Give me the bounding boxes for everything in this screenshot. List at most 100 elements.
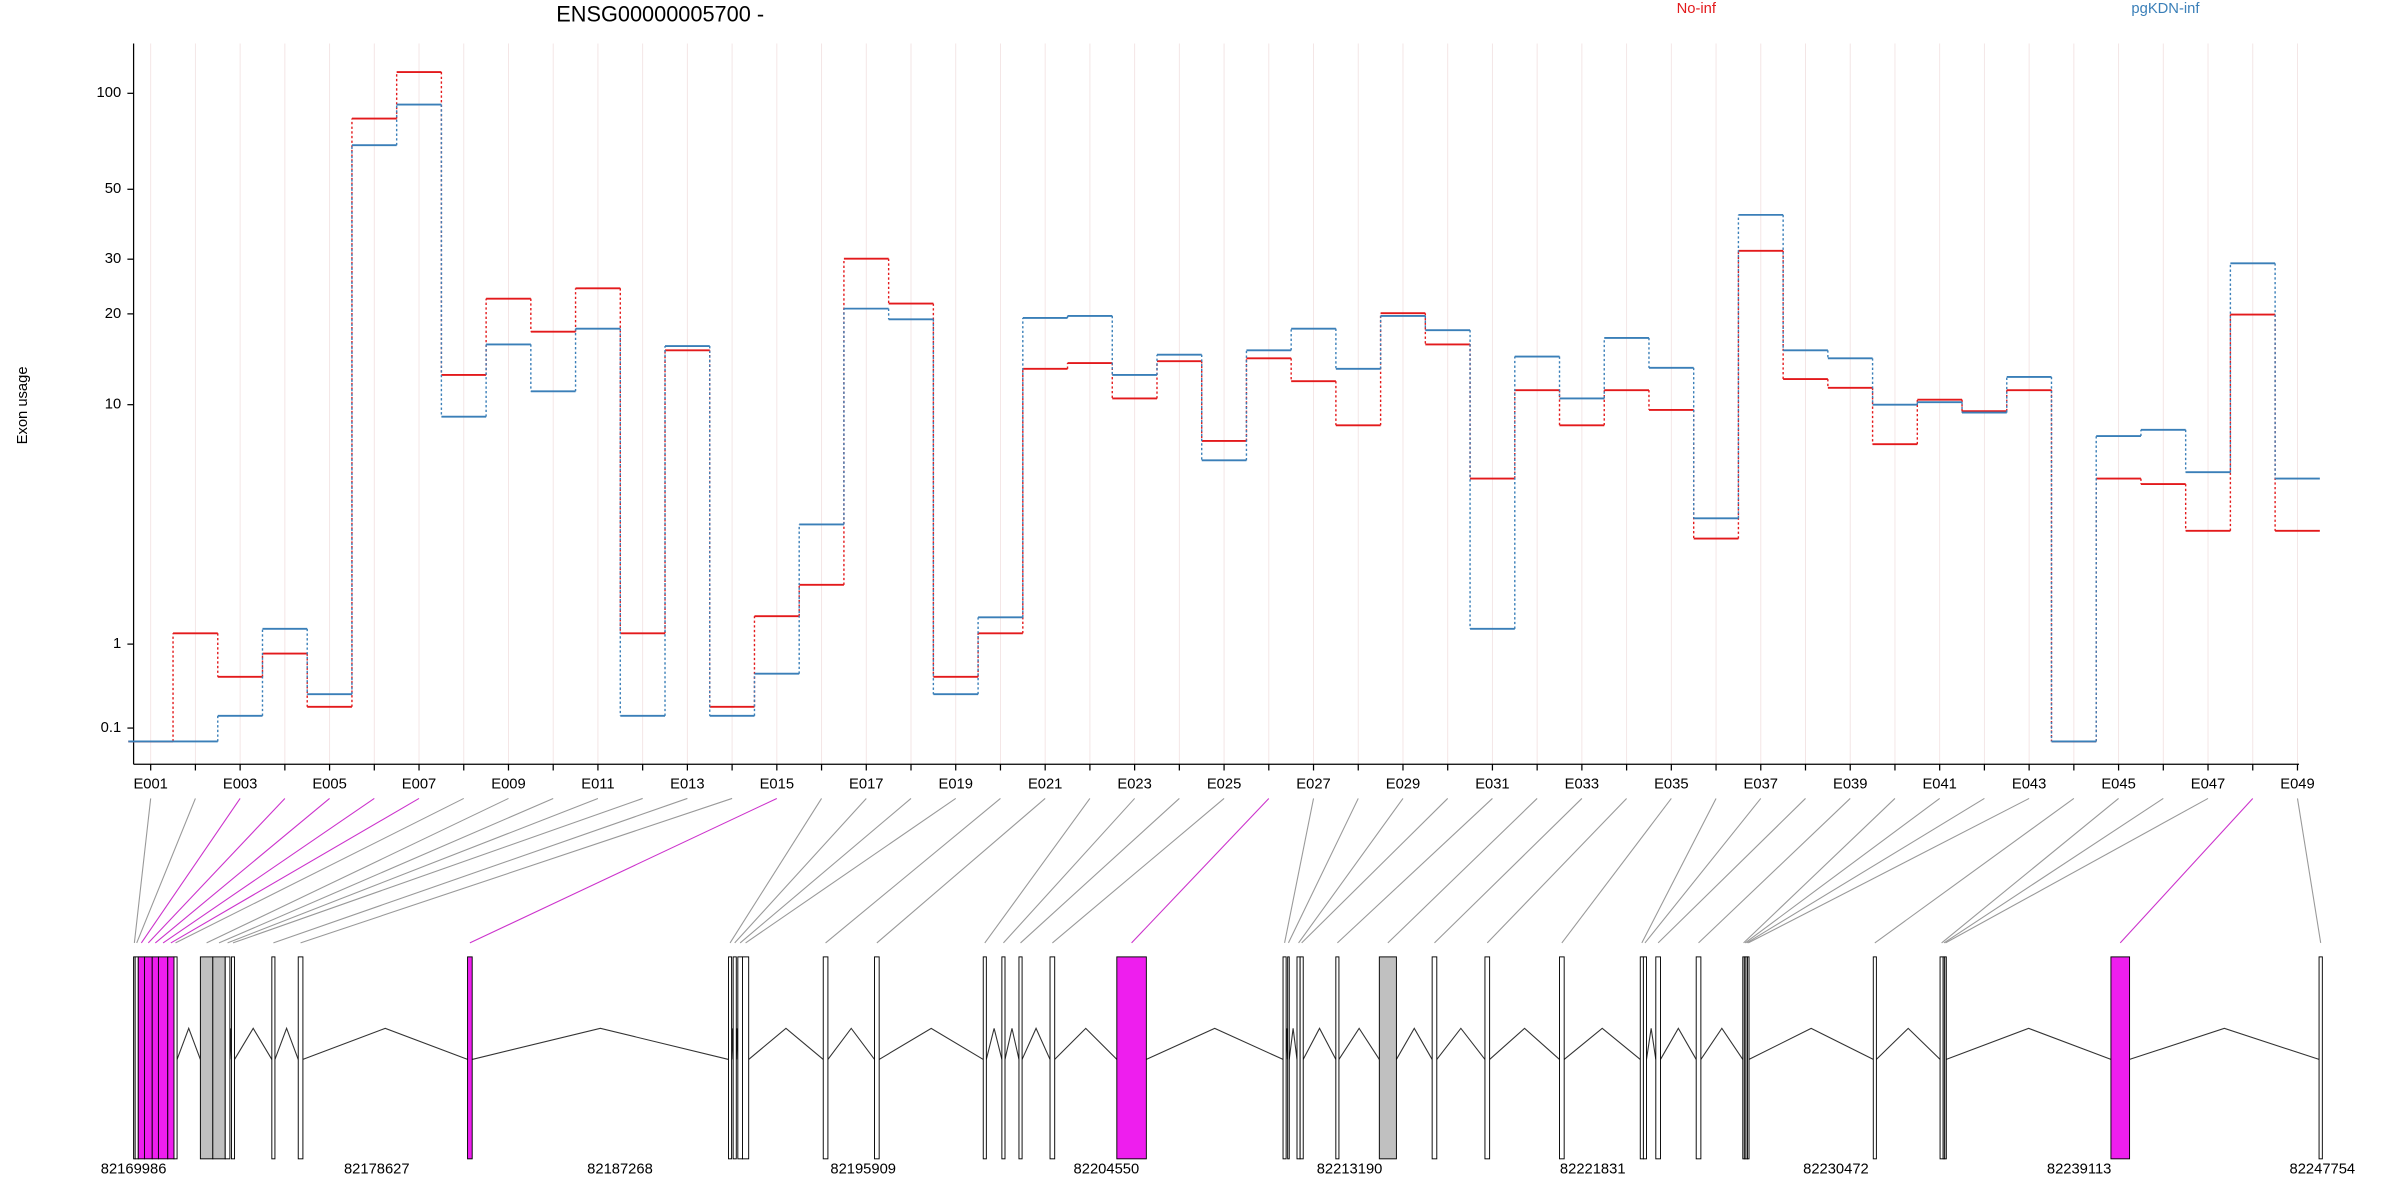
exon (199, 956, 214, 1160)
intron (1302, 1027, 1337, 1060)
y-tick-label: 100 (97, 85, 122, 101)
intron (1021, 1027, 1051, 1060)
exon (1944, 956, 1947, 1160)
x-tick-label: E019 (939, 776, 973, 792)
genomic-tick-label: 82178627 (344, 1162, 410, 1178)
genomic-tick-label: 82195909 (830, 1162, 896, 1178)
exon-connector (1301, 798, 1449, 944)
exon (982, 956, 987, 1160)
intron (274, 1026, 299, 1060)
exon (1655, 956, 1661, 1160)
exon (157, 956, 169, 1160)
exon-connector (1941, 798, 2119, 944)
y-tick-label: 1 (113, 636, 121, 652)
exon-connector (1746, 797, 1985, 944)
intron (2129, 1027, 2320, 1060)
intron (985, 1028, 1003, 1060)
exon (742, 956, 750, 1160)
x-tick-label: E049 (2280, 776, 2314, 792)
exon-connector (300, 797, 733, 944)
genomic-tick-label: 82213190 (1317, 1162, 1383, 1178)
exon-connector (1434, 798, 1583, 944)
exon (1872, 956, 1877, 1160)
y-tick-label: 10 (105, 397, 121, 413)
genomic-tick-label: 82169986 (101, 1162, 167, 1178)
exon-connector (1945, 797, 2209, 944)
x-tick-label: E029 (1386, 776, 1420, 792)
exon-connector (1743, 798, 1896, 944)
x-tick-label: E027 (1296, 776, 1330, 792)
exon (1484, 956, 1491, 1160)
legend-entry: No-inf (1677, 1, 1717, 17)
intron (1395, 1027, 1433, 1060)
exon (1049, 956, 1056, 1160)
exon-connector (170, 797, 420, 944)
exon-connector (218, 797, 554, 944)
x-tick-label: E021 (1028, 776, 1062, 792)
exon-connector (206, 797, 509, 944)
exon (137, 956, 145, 1160)
exon (224, 956, 231, 1160)
intron (1876, 1027, 1941, 1060)
exon (1335, 956, 1340, 1160)
intron (1489, 1027, 1560, 1060)
intron (1338, 1027, 1380, 1060)
exon (1746, 956, 1750, 1160)
exon-connector (147, 798, 286, 944)
x-tick-label: E039 (1833, 776, 1867, 792)
x-tick-label: E041 (1922, 776, 1956, 792)
exon-connector (175, 797, 464, 944)
exon (874, 956, 880, 1160)
exon-connector (1644, 798, 1762, 944)
exon-connector (1003, 798, 1136, 944)
legend-entry: pgKDN-inf (2131, 1, 2200, 17)
intron (176, 1026, 201, 1060)
genomic-tick-label: 82187268 (587, 1162, 653, 1178)
exon (1642, 956, 1647, 1160)
exon (1378, 956, 1397, 1160)
exon-connector (1641, 798, 1717, 944)
intron (1748, 1027, 1874, 1060)
exon (2110, 956, 2131, 1160)
exon-connector (1874, 798, 2075, 944)
x-tick-label: E011 (581, 776, 614, 792)
exon-connector (1747, 797, 2030, 944)
intron (472, 1027, 729, 1060)
exon (728, 956, 733, 1160)
intron (748, 1027, 824, 1060)
x-tick-label: E013 (670, 776, 704, 792)
genomic-tick-label: 82221831 (1560, 1162, 1626, 1178)
exon (143, 956, 153, 1160)
genomic-tick-label: 82230472 (1803, 1162, 1869, 1178)
exon-connector (232, 797, 643, 944)
exon (1018, 956, 1023, 1160)
exon (1116, 956, 1147, 1160)
exon (1639, 956, 1644, 1160)
x-tick-label: E017 (849, 776, 883, 792)
x-tick-label: E033 (1565, 776, 1599, 792)
exon (1287, 956, 1290, 1160)
intron (1054, 1027, 1118, 1060)
x-tick-label: E043 (2012, 776, 2046, 792)
exon (1431, 956, 1438, 1160)
x-tick-label: E047 (2191, 776, 2225, 792)
genomic-tick-label: 82239113 (2047, 1162, 2112, 1178)
exon-connector (1052, 798, 1225, 944)
y-tick-label: 50 (105, 181, 121, 197)
y-tick-label: 0.1 (101, 720, 122, 736)
exon-connector (133, 798, 152, 943)
x-tick-label: E037 (1744, 776, 1778, 792)
x-tick-label: E005 (312, 776, 346, 792)
exon-connector (1287, 798, 1359, 944)
genomic-tick-label: 82247754 (2290, 1162, 2356, 1178)
exon-connector (734, 798, 867, 944)
intron (1645, 1028, 1657, 1060)
intron (1288, 1028, 1298, 1060)
exon (1001, 956, 1006, 1160)
exon (732, 956, 737, 1160)
exon (1695, 956, 1702, 1160)
chart-title: ENSG00000005700 - (556, 1, 764, 26)
x-tick-label: E031 (1475, 776, 1509, 792)
exon-connector (2119, 798, 2254, 944)
